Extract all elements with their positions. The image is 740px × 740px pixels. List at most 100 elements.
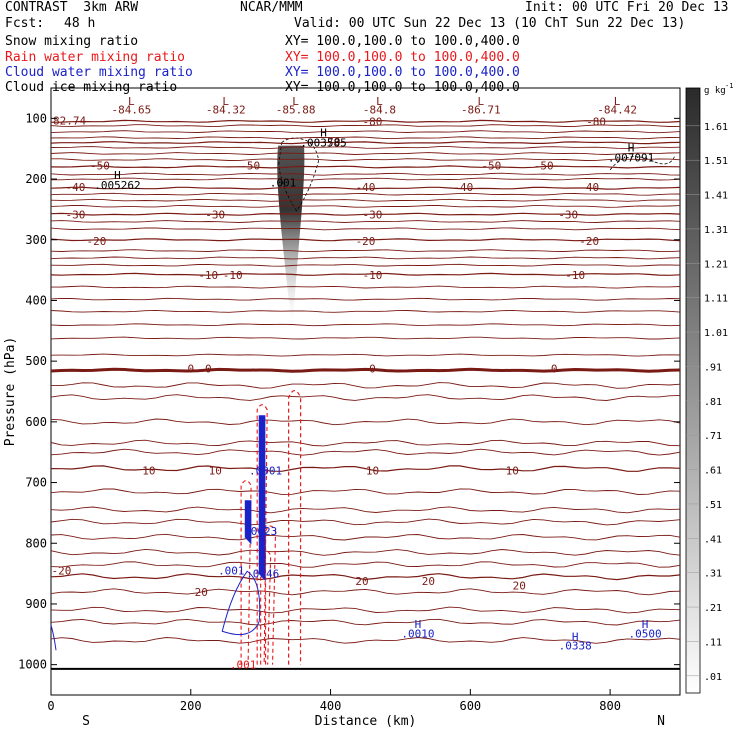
colorbar-tick-label: .21 [704, 603, 722, 614]
y-tick-label: 100 [25, 111, 47, 125]
rain-contour-core [256, 404, 268, 665]
isotherm [50, 205, 681, 208]
y-axis-label: Pressure (hPa) [3, 337, 18, 447]
colorbar-tick-label: .71 [704, 431, 722, 442]
low-marker: L [128, 95, 135, 108]
y-tick-label: 600 [25, 415, 47, 429]
cloud-water-high-value: .0500 [628, 627, 661, 640]
y-tick-label: 300 [25, 233, 47, 247]
center-label: NCAR/MMM [240, 0, 303, 15]
x-tick-label: 200 [180, 699, 202, 713]
isotherm-label: 0 [369, 362, 376, 375]
isotherm-label: -40 [356, 181, 376, 194]
legend-rain: Rain water mixing ratio [5, 50, 186, 65]
colorbar-tick-label: 1.31 [704, 225, 728, 236]
cloud-water-high-marker: H [415, 618, 422, 631]
isotherm [50, 439, 681, 447]
cloud-water-contour [221, 570, 261, 636]
snow-plume-label: .001 [270, 176, 297, 189]
isotherm-label: -20 [356, 235, 376, 248]
cloud-water-label: .0023 [244, 525, 277, 538]
isotherm-label: -30 [66, 208, 86, 221]
isotherm [50, 309, 681, 313]
cloud-water-contour-west [50, 625, 57, 651]
colorbar-tick-label: .81 [704, 397, 722, 408]
y-tick-label: 900 [25, 597, 47, 611]
colorbar [685, 87, 701, 694]
isotherm [50, 124, 681, 127]
plot-frame [50, 87, 681, 696]
low-marker: L [478, 95, 485, 108]
low-marker: L [376, 95, 383, 108]
isotherm-label: -10 [223, 269, 243, 282]
isotherm [50, 198, 680, 202]
snow-high-marker: H [114, 169, 121, 182]
colorbar-tick-label: 1.61 [704, 122, 728, 133]
isotherm-label: -50 [90, 160, 110, 173]
isotherm [51, 177, 681, 181]
isotherm-label: 20 [513, 580, 526, 593]
cloud-water-label: .0001 [249, 464, 282, 477]
isotherm [50, 323, 681, 327]
isotherm-label: -70 [321, 135, 341, 148]
isotherm [50, 152, 681, 155]
snow-contour [278, 137, 320, 212]
snow-plume [277, 145, 305, 331]
isotherm-label: 0 [551, 362, 558, 375]
y-tick-label: 200 [25, 172, 47, 186]
isotherm [50, 606, 681, 614]
rain-contour [288, 389, 302, 665]
isotherm-labeled [50, 141, 681, 145]
cloud-water-high-value: .0010 [401, 627, 434, 640]
isotherm-labeled [50, 573, 681, 581]
isotherm [50, 136, 681, 140]
isotherm-labeled [50, 165, 681, 169]
isotherm [50, 263, 681, 267]
colorbar-tick-label: .51 [704, 500, 722, 511]
isotherm-label: -50 [240, 160, 260, 173]
isotherm [50, 518, 681, 526]
low-value: -84.65 [111, 103, 151, 116]
isotherm [50, 336, 681, 340]
isotherm-labeled [50, 119, 681, 123]
isotherm-label: 10 [506, 464, 519, 477]
isotherm-labeled [50, 367, 681, 373]
isotherm-label: -40 [453, 181, 473, 194]
isotherm [50, 488, 681, 495]
isotherm-labeled [50, 272, 681, 276]
isotherm [50, 618, 681, 626]
cloud-water-label: .001 [218, 565, 245, 578]
isotherm [50, 448, 681, 456]
y-tick-label: 400 [25, 293, 47, 307]
rain-label: .001 [230, 659, 257, 672]
isotherm [50, 227, 681, 231]
low-value: -84.32 [206, 103, 246, 116]
y-tick-label: 700 [25, 476, 47, 490]
colorbar-tick-label: 1.21 [704, 259, 728, 270]
low-marker: L [614, 95, 621, 108]
isotherm-labeled [50, 465, 681, 472]
isotherm [51, 158, 681, 161]
snow-high-value: .007091 [608, 151, 654, 164]
x-end-left: S [82, 714, 90, 729]
isotherm [50, 172, 681, 176]
isotherm-label: -30 [205, 208, 225, 221]
isotherm [50, 418, 681, 426]
cloud-water-cell [244, 500, 252, 545]
x-tick-label: 0 [47, 699, 54, 713]
isotherm [50, 548, 681, 556]
isotherm [50, 353, 681, 357]
isotherm [50, 588, 681, 596]
snow-high-marker: H [628, 142, 635, 155]
low-value: -86.71 [461, 103, 501, 116]
legend-snow-xy: XY= 100.0,100.0 to 100.0,400.0 [285, 34, 520, 49]
isotherm [50, 394, 681, 401]
x-tick-label: 400 [320, 699, 342, 713]
isotherm-label: -20 [52, 565, 72, 578]
colorbar-tick-label: 1.01 [704, 328, 728, 339]
isotherm-label: -30 [363, 208, 383, 221]
colorbar-tick-label: .01 [704, 672, 722, 683]
isotherm [50, 506, 681, 514]
x-axis-label: Distance (km) [315, 714, 417, 729]
